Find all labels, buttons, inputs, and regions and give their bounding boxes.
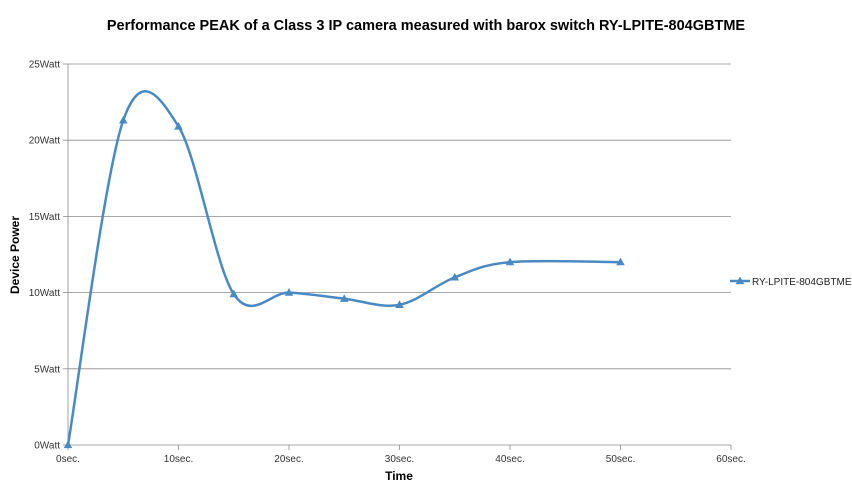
x-tick-labels: 0sec. 10sec. 20sec. 30sec. 40sec. 50sec. 60sec…	[56, 454, 746, 465]
data-point-marker	[395, 300, 404, 308]
series-markers	[63, 115, 625, 449]
legend: RY-LPITE-804GBTME	[730, 276, 852, 288]
y-tick-label: 15Watt	[29, 212, 61, 223]
x-tick-label: 20sec.	[274, 454, 303, 465]
data-point-marker	[339, 294, 349, 302]
x-tick-label: 60sec.	[716, 454, 745, 465]
data-point-marker	[616, 257, 625, 266]
legend-label: RY-LPITE-804GBTME	[752, 277, 852, 288]
grid-lines	[68, 63, 731, 370]
y-tick-label: 10Watt	[29, 288, 61, 299]
y-tick-labels: 0Watt 5Watt 10Watt 15Watt 20Watt 25Watt	[29, 60, 61, 452]
data-point-marker	[229, 289, 239, 298]
legend-swatch-marker	[735, 276, 745, 285]
y-tick-label: 0Watt	[34, 441, 60, 452]
x-tick-label: 30sec.	[385, 454, 414, 465]
x-tick-label: 50sec.	[606, 454, 635, 465]
data-point-marker	[63, 440, 73, 449]
data-point-marker	[284, 288, 294, 296]
x-tick-label: 10sec.	[164, 454, 193, 465]
y-tick-label: 20Watt	[29, 136, 61, 147]
y-tick-label: 25Watt	[29, 60, 61, 71]
data-point-marker	[505, 257, 515, 266]
chart-title: Performance PEAK of a Class 3 IP camera …	[106, 18, 746, 34]
y-axis-label: Device Power	[8, 216, 22, 294]
data-point-marker	[118, 115, 128, 124]
data-point-marker	[450, 272, 460, 281]
axes	[63, 63, 732, 450]
y-tick-label: 5Watt	[34, 364, 60, 375]
x-tick-label: 0sec.	[56, 454, 80, 465]
data-point-marker	[174, 121, 183, 130]
x-tick-label: 40sec.	[495, 454, 524, 465]
x-axis-label: Time	[385, 469, 413, 483]
series-line	[66, 90, 621, 446]
